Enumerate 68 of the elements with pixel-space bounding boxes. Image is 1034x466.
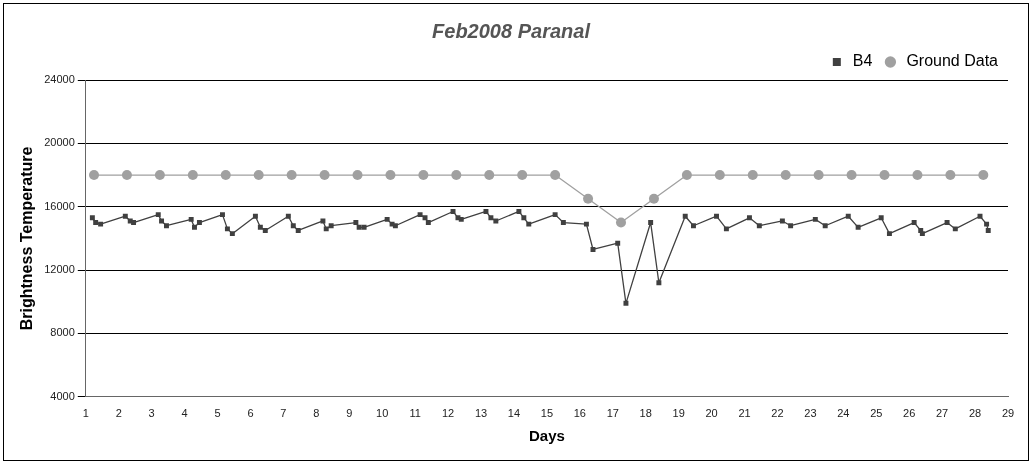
y-tick-label: 12000 [44, 263, 75, 276]
point [220, 170, 231, 181]
x-tick-label: 13 [474, 407, 488, 420]
y-tick-label: 16000 [44, 199, 75, 212]
point [780, 170, 791, 181]
x-tick-label: 29 [1001, 407, 1015, 420]
x-tick-label: 14 [507, 407, 521, 420]
x-tick-label: 20 [705, 407, 718, 420]
x-tick-label: 24 [837, 407, 850, 420]
point [121, 170, 132, 181]
point [846, 170, 857, 181]
point [89, 170, 100, 181]
x-tick-label: 10 [376, 407, 389, 420]
x-tick-label: 11 [409, 407, 421, 420]
y-tick-label: 8000 [50, 326, 75, 339]
point [418, 170, 429, 181]
legend-label: Ground Data [906, 52, 999, 70]
x-tick-label: 22 [771, 407, 784, 420]
point [747, 170, 758, 181]
x-tick-label: 23 [804, 407, 817, 420]
x-tick-label: 9 [346, 407, 353, 420]
point [879, 170, 890, 181]
y-tick-label: 4000 [50, 389, 75, 402]
point [681, 170, 692, 181]
point [187, 170, 198, 181]
x-tick-label: 7 [280, 407, 287, 420]
point [550, 170, 561, 181]
x-tick-label: 1 [82, 407, 89, 420]
legend-label: B4 [852, 52, 873, 70]
x-tick-label: 2 [115, 407, 122, 420]
y-tick-label: 24000 [44, 73, 75, 86]
y-tick-label: 20000 [44, 136, 75, 149]
point [978, 170, 989, 181]
point [517, 170, 528, 181]
x-tick-label: 18 [639, 407, 652, 420]
x-axis-title: Days [528, 427, 565, 445]
x-tick-label: 15 [540, 407, 554, 420]
y-axis-title: Brightness Temperature [18, 146, 36, 331]
point [912, 170, 923, 181]
chart-title: Feb2008 Paranal [432, 19, 591, 42]
x-tick-label: 6 [247, 407, 254, 420]
x-tick-label: 27 [936, 407, 949, 420]
point [286, 170, 297, 181]
point [714, 170, 725, 181]
x-tick-label: 19 [672, 407, 685, 420]
x-tick-label: 16 [573, 407, 586, 420]
x-tick-label: 25 [870, 407, 883, 420]
x-tick-label: 8 [313, 407, 320, 420]
point [945, 170, 956, 181]
point [616, 217, 626, 228]
point [648, 193, 659, 204]
x-tick-label: 4 [181, 407, 188, 420]
point [583, 193, 594, 204]
x-tick-label: 28 [968, 407, 982, 420]
x-tick-label: 17 [606, 407, 619, 420]
x-tick-label: 21 [738, 407, 751, 420]
x-tick-label: 3 [148, 407, 155, 420]
x-tick-label: 12 [441, 407, 455, 420]
point [484, 170, 495, 181]
point [385, 170, 396, 181]
point [352, 170, 363, 181]
x-tick-label: 26 [903, 407, 916, 420]
point [813, 170, 824, 181]
point [253, 170, 264, 181]
point [319, 170, 330, 181]
x-tick-label: 5 [214, 407, 221, 420]
point [154, 170, 165, 181]
point [451, 170, 462, 181]
